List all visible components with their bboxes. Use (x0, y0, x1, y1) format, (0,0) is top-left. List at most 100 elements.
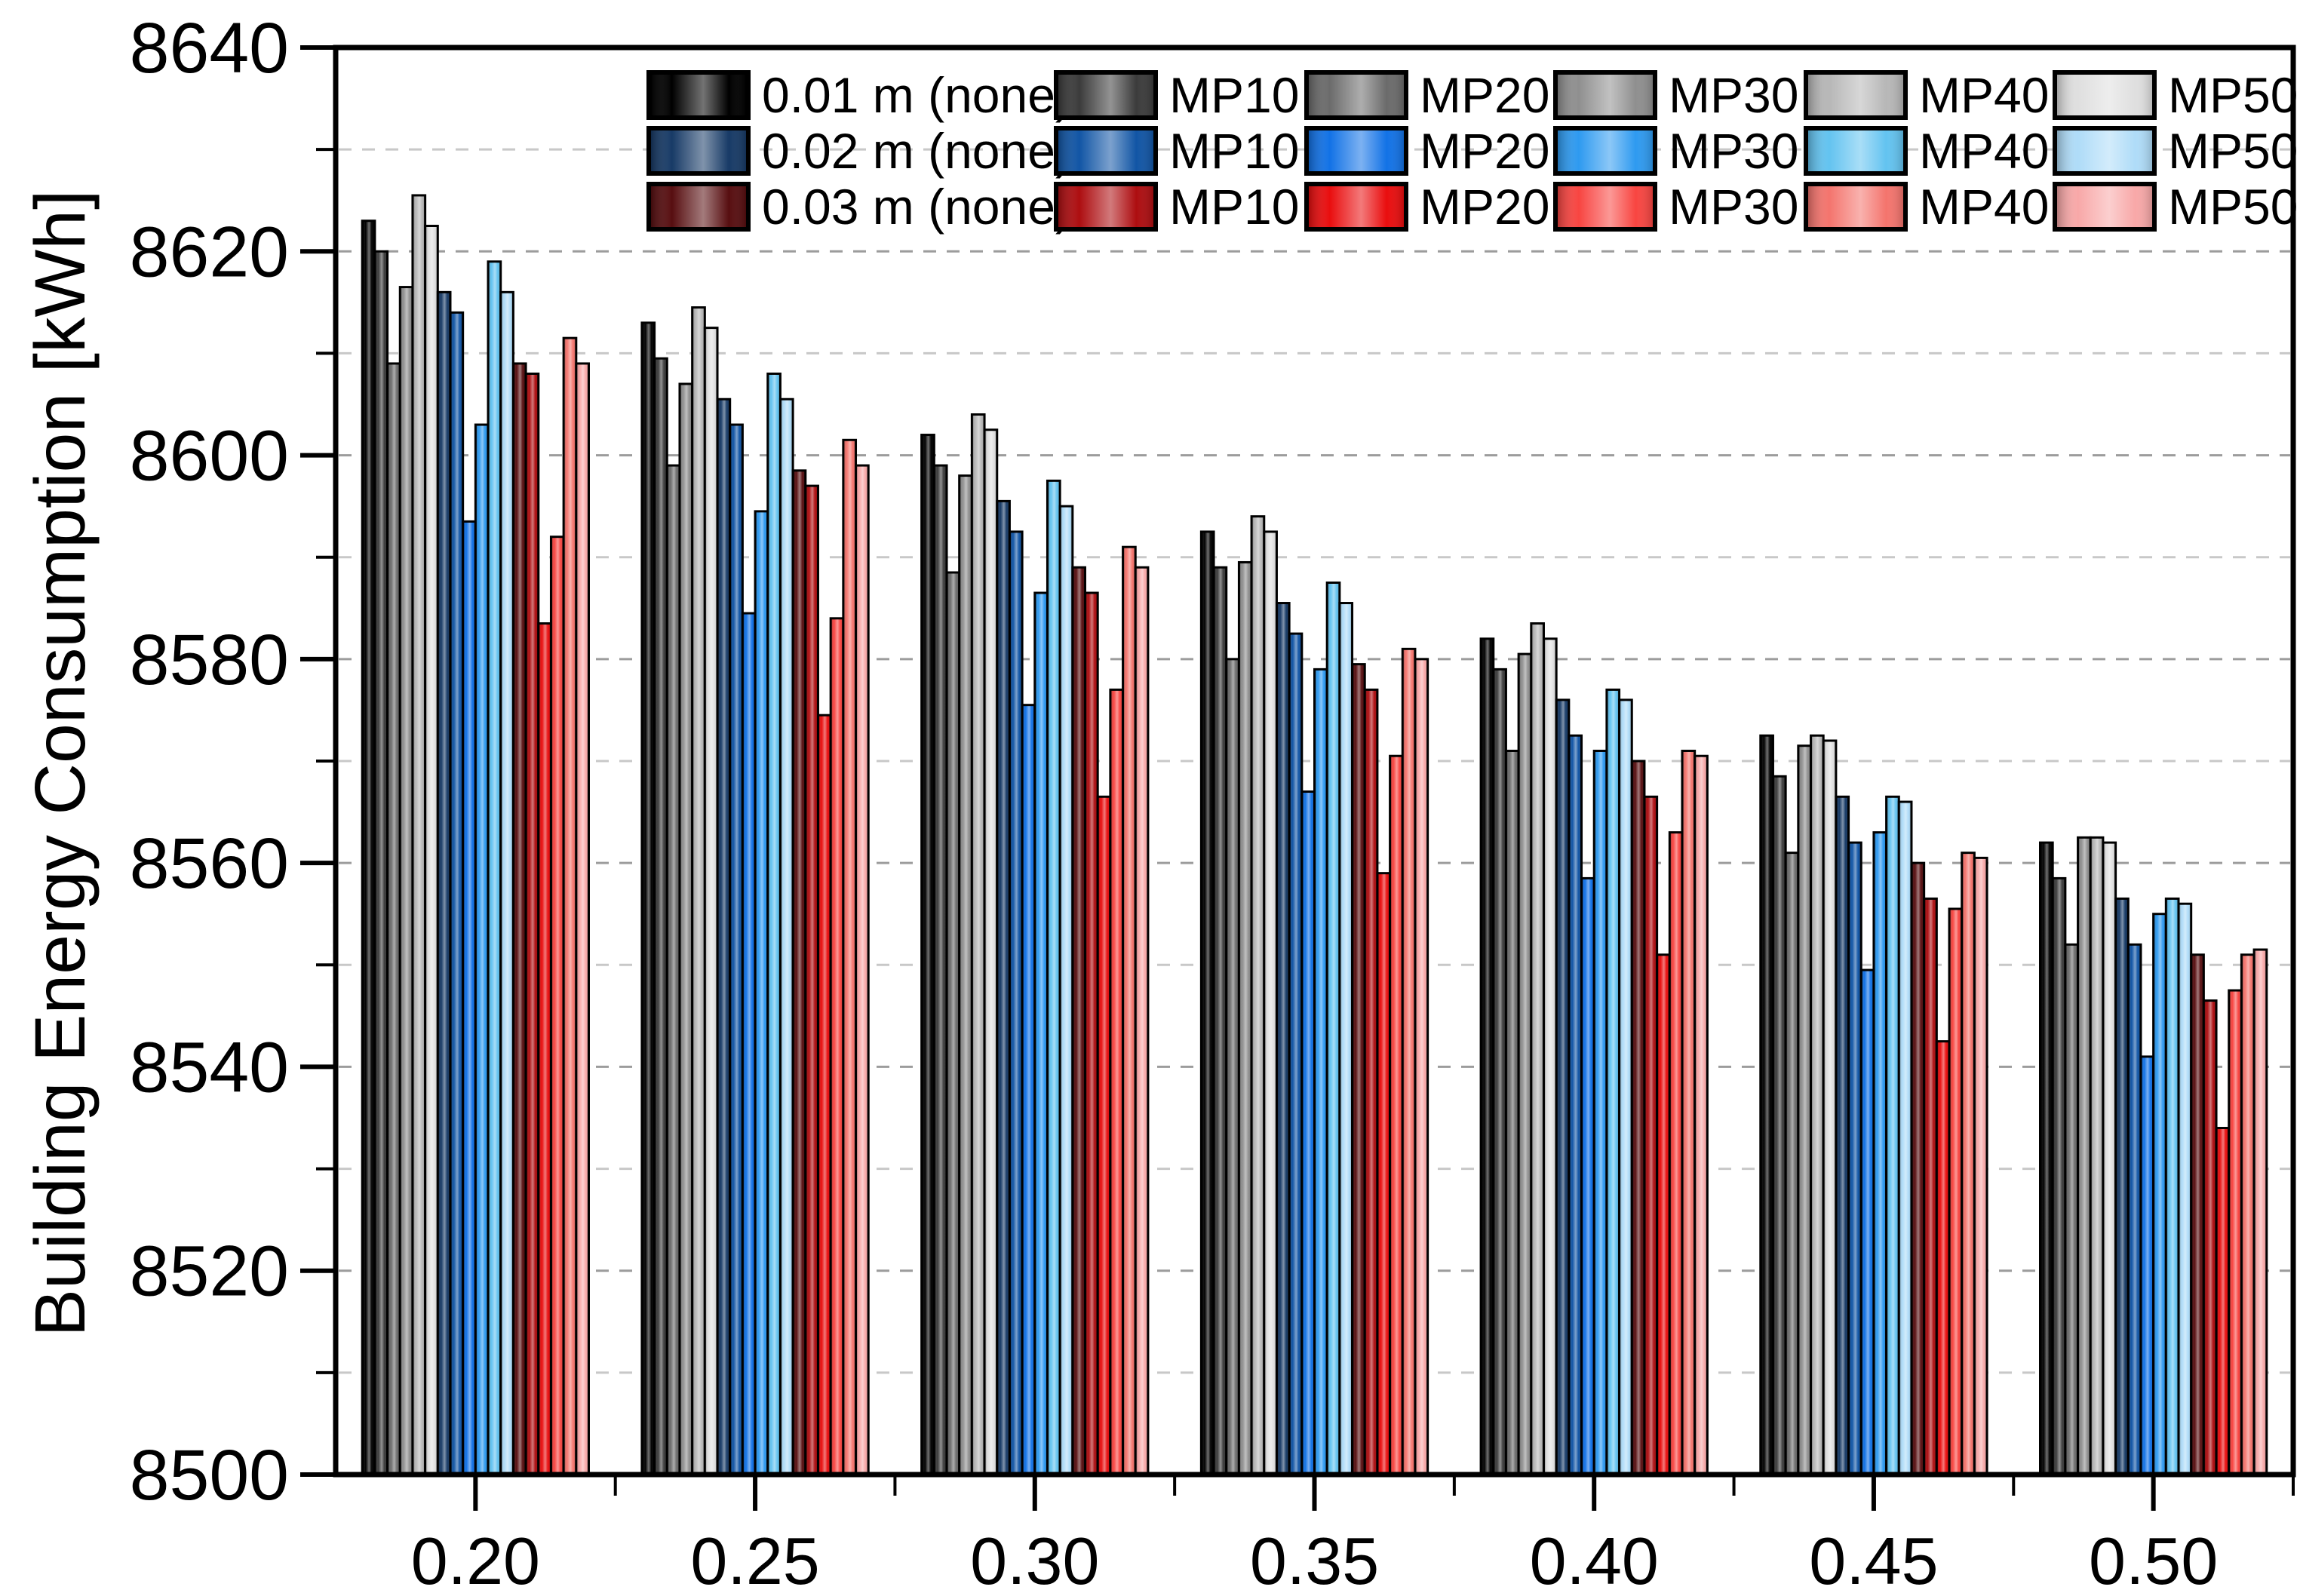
bar-shine (2142, 1057, 2153, 1474)
bar-shine (923, 436, 933, 1474)
bar-shine (769, 374, 779, 1474)
bar-shine (731, 425, 742, 1474)
legend-swatch-shine (1558, 186, 1653, 227)
bar-shine (1252, 517, 1264, 1474)
legend-label-row2-MP50: MP50 (2168, 123, 2298, 179)
bar-shine (668, 466, 679, 1474)
legend-item-0.02m-MP10: MP10 (1054, 123, 1299, 179)
legend-label-row2-MP40: MP40 (1919, 123, 2049, 179)
y-tick-label-8540: 8540 (130, 1027, 289, 1107)
bar-shine (527, 374, 538, 1474)
bar-shine (2192, 956, 2203, 1474)
bar-shine (2079, 838, 2090, 1474)
legend-swatch-shine (1808, 75, 1903, 115)
bar-shine (1277, 604, 1288, 1474)
bar-shine (2204, 1002, 2216, 1474)
bar-shine (1595, 751, 1606, 1474)
bar-shine (1812, 736, 1822, 1474)
bar-shine (489, 262, 500, 1474)
bar-shine (514, 364, 525, 1474)
legend-label-row3-MP10: MP10 (1169, 179, 1299, 235)
bar-shine (1773, 777, 1785, 1474)
bar-shine (551, 538, 563, 1474)
bar-shine (2117, 899, 2127, 1474)
bar-shine (1365, 690, 1377, 1474)
y-axis-title: Building Energy Consumption [kWh] (20, 190, 100, 1337)
bar-shine (1111, 690, 1122, 1474)
bar-shine (1645, 797, 1657, 1474)
bar-shine (1670, 833, 1681, 1474)
legend-item-0.01m-MP20: MP20 (1304, 67, 1549, 123)
bar-shine (451, 313, 462, 1474)
y-tick-label-8580: 8580 (130, 620, 289, 700)
legend-swatch-shine (1808, 130, 1903, 171)
bar-shine (985, 431, 996, 1474)
bar-shine (643, 324, 654, 1474)
legend-label-row1-MP40: MP40 (1919, 67, 2049, 123)
bar-shine (1506, 751, 1518, 1474)
bar-shine (844, 440, 855, 1474)
bar-group-0.35 (1199, 515, 1429, 1476)
bar-shine (2230, 991, 2240, 1474)
y-tick-label-8600: 8600 (130, 416, 289, 496)
bar-shine (1786, 854, 1798, 1474)
bar-shine (1403, 649, 1414, 1474)
bar-shine (693, 308, 704, 1474)
bar-shine (1824, 741, 1835, 1474)
bar-shine (426, 227, 437, 1474)
bar-shine (818, 716, 830, 1474)
bar-shine (756, 512, 767, 1474)
bar-group-0.40 (1479, 622, 1709, 1476)
bar-shine (1124, 548, 1135, 1474)
bar-shine (2041, 843, 2052, 1474)
bar-shine (1912, 864, 1924, 1474)
legend-item-0.01m-MP50: MP50 (2053, 67, 2298, 123)
bar-shine (476, 425, 487, 1474)
bar-shine (705, 329, 717, 1474)
bar-shine (656, 359, 666, 1474)
bar-shine (1975, 858, 1986, 1474)
legend-item-0.03m-none: 0.03 m (none) (646, 179, 1072, 235)
bar-shine (1048, 481, 1059, 1474)
legend-item-0.02m-MP50: MP50 (2053, 123, 2298, 179)
bar-shine (413, 196, 425, 1474)
bar-shine (1353, 665, 1364, 1474)
bar-shine (1378, 874, 1390, 1474)
legend-label-0.02m-none: 0.02 m (none) (762, 123, 1072, 179)
bar-shine (1532, 625, 1543, 1474)
bar-shine (1494, 670, 1505, 1474)
bar-shine (1010, 533, 1021, 1474)
bar-shine (502, 293, 512, 1474)
bar-shine (564, 339, 576, 1474)
legend-swatch-shine (2057, 130, 2152, 171)
bar-shine (388, 364, 399, 1474)
legend-swatch-shine (1058, 186, 1153, 227)
y-tick-label-8620: 8620 (130, 212, 289, 292)
bar-shine (1862, 971, 1873, 1474)
bar-shine (2179, 904, 2191, 1474)
legend-item-0.02m-MP30: MP30 (1553, 123, 1798, 179)
bar-group-0.50 (2039, 836, 2268, 1476)
bar-shine (972, 416, 984, 1474)
bar-shine (1265, 533, 1276, 1474)
legend-swatch-shine (1558, 75, 1653, 115)
bar-shine (1837, 797, 1848, 1474)
bar-shine (1098, 797, 1110, 1474)
bar-shine (464, 522, 474, 1474)
bar-shine (1202, 533, 1213, 1474)
bar-shine (1519, 655, 1531, 1474)
x-tick-label-0.20: 0.20 (411, 1524, 540, 1596)
legend-label-row1-MP30: MP30 (1669, 67, 1798, 123)
x-tick-label-0.50: 0.50 (2089, 1524, 2218, 1596)
legend-swatch-shine (1058, 75, 1153, 115)
bar-shine (1570, 736, 1581, 1474)
legend-item-0.03m-MP30: MP30 (1553, 179, 1798, 235)
legend-swatch-shine (651, 186, 746, 227)
bar-shine (1544, 640, 1555, 1474)
bar-shine (1658, 956, 1669, 1474)
bar-shine (743, 614, 754, 1474)
legend-label-row2-MP10: MP10 (1169, 123, 1299, 179)
bar-shine (1086, 594, 1097, 1474)
